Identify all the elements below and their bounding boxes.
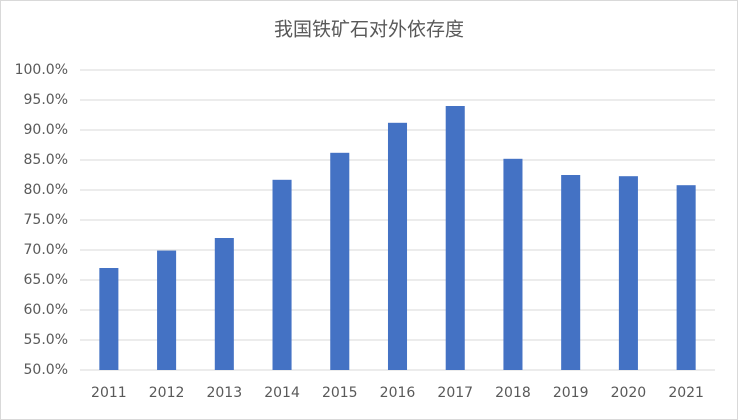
y-tick-label: 50.0% xyxy=(24,362,68,378)
bar xyxy=(387,122,408,370)
y-tick-label: 55.0% xyxy=(24,332,68,348)
y-tick-label: 65.0% xyxy=(24,272,68,288)
x-tick-label: 2015 xyxy=(322,385,358,401)
bar xyxy=(445,106,465,370)
bar xyxy=(272,179,292,370)
y-tick-label: 85.0% xyxy=(24,152,68,168)
x-tick-label: 2013 xyxy=(206,385,242,401)
bar xyxy=(99,268,119,370)
x-tick-label: 2011 xyxy=(91,385,127,401)
x-tick-label: 2016 xyxy=(380,385,416,401)
y-tick-label: 70.0% xyxy=(24,242,68,258)
x-tick-label: 2019 xyxy=(553,385,589,401)
x-tick-label: 2021 xyxy=(668,385,704,401)
y-tick-label: 95.0% xyxy=(24,92,68,108)
y-tick-label: 75.0% xyxy=(24,212,68,228)
x-tick-label: 2020 xyxy=(611,385,647,401)
x-tick-label: 2012 xyxy=(149,385,185,401)
bar xyxy=(214,238,234,370)
bar xyxy=(330,152,350,370)
bar xyxy=(676,185,696,370)
x-tick-label: 2017 xyxy=(437,385,473,401)
y-tick-label: 60.0% xyxy=(24,302,68,318)
x-tick-label: 2018 xyxy=(495,385,531,401)
y-tick-label: 90.0% xyxy=(24,122,68,138)
bar xyxy=(618,176,638,370)
y-tick-label: 80.0% xyxy=(24,182,68,198)
y-tick-label: 100.0% xyxy=(15,62,68,78)
bar xyxy=(561,175,581,370)
chart-title: 我国铁矿石对外依存度 xyxy=(274,19,464,41)
x-tick-label: 2014 xyxy=(264,385,300,401)
bar xyxy=(503,158,523,370)
bar xyxy=(157,250,177,370)
